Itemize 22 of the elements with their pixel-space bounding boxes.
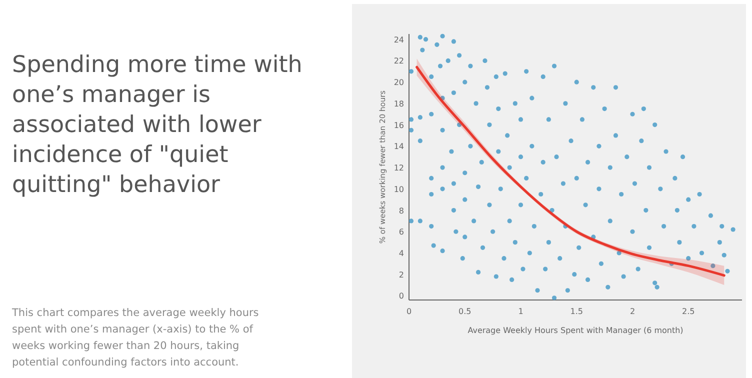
y-tick-label: 12 bbox=[394, 164, 404, 173]
y-tick-label: 24 bbox=[394, 35, 404, 44]
y-tick-label: 8 bbox=[398, 206, 404, 216]
x-tick-label: 2 bbox=[630, 307, 636, 316]
x-axis-title: Average Weekly Hours Spent with Manager (6 month) bbox=[468, 326, 684, 335]
y-tick-label: 6 bbox=[398, 228, 404, 237]
text: Spending more time with one’s manager is associated with lower incidence of "quiet quitting" behavior bbox=[12, 52, 302, 198]
x-tick-label: 0.5 bbox=[458, 307, 472, 316]
x-tick-label: 1 bbox=[518, 307, 524, 316]
x-tick-label: 1.5 bbox=[570, 307, 583, 316]
y-tick-label: 18 bbox=[394, 99, 404, 108]
x-tick-label: 0 bbox=[406, 307, 412, 316]
y-tick-label: 4 bbox=[398, 248, 404, 258]
y-tick-label: 14 bbox=[394, 142, 404, 152]
y-tick-label: 16 bbox=[394, 120, 404, 130]
y-tick-label: 0 bbox=[398, 292, 404, 301]
y-tick-label: 2 bbox=[398, 270, 404, 280]
x-tick-label: 2.5 bbox=[682, 307, 695, 316]
y-tick-label: 22 bbox=[394, 56, 404, 66]
text: This chart compares the average weekly hours spent with one’s manager (x-axis) to the % of weeks working fewer than 20 hours, taking potential confounding factors into account. bbox=[11, 307, 259, 368]
y-tick-label: 10 bbox=[394, 184, 404, 194]
y-tick-label: 20 bbox=[394, 78, 404, 88]
